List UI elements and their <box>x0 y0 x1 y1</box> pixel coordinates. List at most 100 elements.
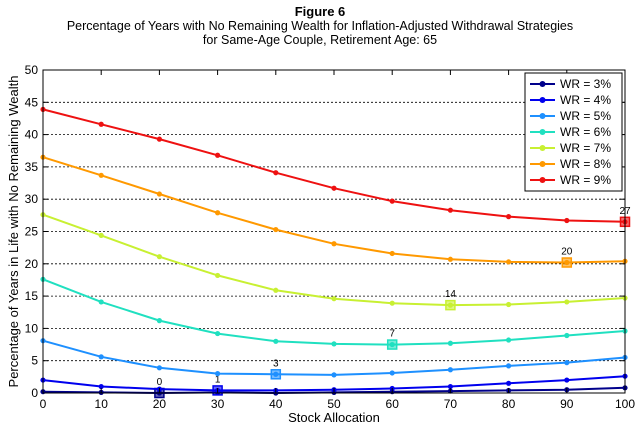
data-point <box>447 367 453 373</box>
data-point <box>506 380 512 386</box>
data-point <box>447 340 453 346</box>
min-marker <box>561 257 573 268</box>
y-tick-label: 40 <box>25 128 39 142</box>
legend-swatch-marker <box>539 97 546 103</box>
data-point <box>215 272 221 279</box>
data-point <box>98 383 104 390</box>
series-6: 20 <box>40 154 628 268</box>
data-point <box>98 232 104 238</box>
y-tick-label: 45 <box>25 95 39 109</box>
x-tick-label: 30 <box>211 397 225 411</box>
x-tick-label: 60 <box>386 397 400 411</box>
legend-swatch-marker <box>539 161 546 167</box>
data-point <box>331 372 337 378</box>
y-tick-label: 15 <box>25 289 39 303</box>
min-marker <box>270 369 282 380</box>
data-point <box>331 296 337 302</box>
chart-subtitle-line-2: for Same-Age Couple, Retirement Age: 65 <box>202 33 438 47</box>
data-point <box>215 371 221 377</box>
x-tick-label: 20 <box>153 397 167 411</box>
figure-title: Figure 6 <box>294 4 346 19</box>
data-point <box>215 330 221 337</box>
min-label: 14 <box>445 289 457 300</box>
data-point <box>389 300 395 306</box>
y-axis-label: Percentage of Years in Life with No Rema… <box>6 76 21 388</box>
x-tick-label: 70 <box>444 397 458 411</box>
legend-item: WR = 7% <box>530 141 611 155</box>
data-point <box>331 241 337 247</box>
data-point <box>215 152 221 158</box>
data-point <box>273 226 279 233</box>
series-5: 14 <box>40 212 628 311</box>
y-tick-label: 35 <box>25 160 39 174</box>
x-tick-label: 80 <box>502 397 516 411</box>
x-tick-label: 10 <box>95 397 109 411</box>
data-point <box>331 185 337 191</box>
data-point <box>506 363 512 369</box>
y-tick-label: 5 <box>31 354 38 368</box>
legend-swatch-marker <box>539 113 546 119</box>
data-point <box>389 198 395 204</box>
data-point <box>215 210 221 216</box>
x-tick-label: 40 <box>269 397 283 411</box>
series-4: 7 <box>40 276 628 350</box>
legend: WR = 3% WR = 4% WR = 5% WR = 6% WR = 7% WR = … <box>524 72 623 192</box>
data-point <box>447 383 453 390</box>
data-point <box>389 250 395 257</box>
data-point <box>98 354 104 360</box>
data-point <box>564 217 570 224</box>
data-point <box>447 256 453 262</box>
data-point <box>156 191 162 197</box>
data-point <box>506 214 512 220</box>
data-point <box>156 318 162 324</box>
x-axis-label: Stock Allocation <box>288 410 380 425</box>
data-point <box>447 207 453 213</box>
legend-box <box>524 72 623 192</box>
legend-label: WR = 4% <box>560 93 611 107</box>
legend-item: WR = 5% <box>530 109 611 123</box>
data-point <box>156 136 162 142</box>
series-line <box>42 278 626 346</box>
y-tick-label: 30 <box>25 192 39 206</box>
legend-swatch-marker <box>539 81 546 87</box>
series-3: 3 <box>40 338 628 380</box>
data-point <box>156 365 162 371</box>
data-point <box>506 301 512 308</box>
x-tick-label: 100 <box>615 397 635 411</box>
min-marker <box>386 339 398 350</box>
data-point <box>98 299 104 305</box>
data-point <box>506 337 512 343</box>
legend-item: WR = 3% <box>530 77 611 91</box>
y-tick-label: 20 <box>25 257 39 271</box>
x-tick-label: 50 <box>327 397 341 411</box>
data-point <box>331 341 337 347</box>
data-point <box>273 170 279 176</box>
legend-swatch-marker <box>539 145 546 151</box>
min-label: 7 <box>389 329 395 340</box>
data-point <box>98 121 104 127</box>
legend-label: WR = 8% <box>560 157 611 171</box>
legend-item: WR = 8% <box>530 157 611 171</box>
legend-item: WR = 6% <box>530 125 611 139</box>
legend-swatch-marker <box>539 177 546 183</box>
data-point <box>156 254 162 260</box>
y-tick-label: 10 <box>25 321 39 335</box>
x-tick-label: 90 <box>560 397 574 411</box>
data-point <box>389 370 395 376</box>
legend-label: WR = 3% <box>560 77 611 91</box>
x-tick-label: 0 <box>40 397 47 411</box>
min-label: 1 <box>215 374 221 385</box>
legend-label: WR = 7% <box>560 141 611 155</box>
data-point <box>506 259 512 265</box>
legend-label: WR = 5% <box>560 109 611 123</box>
legend-label: WR = 9% <box>560 173 611 187</box>
y-tick-label: 50 <box>25 63 39 77</box>
y-tick-label: 25 <box>25 225 39 239</box>
data-point <box>564 360 570 366</box>
chart-subtitle-line-1: Percentage of Years with No Remaining We… <box>66 19 574 33</box>
series-line <box>42 213 626 307</box>
legend-item: WR = 4% <box>530 93 611 107</box>
data-point <box>273 338 279 344</box>
